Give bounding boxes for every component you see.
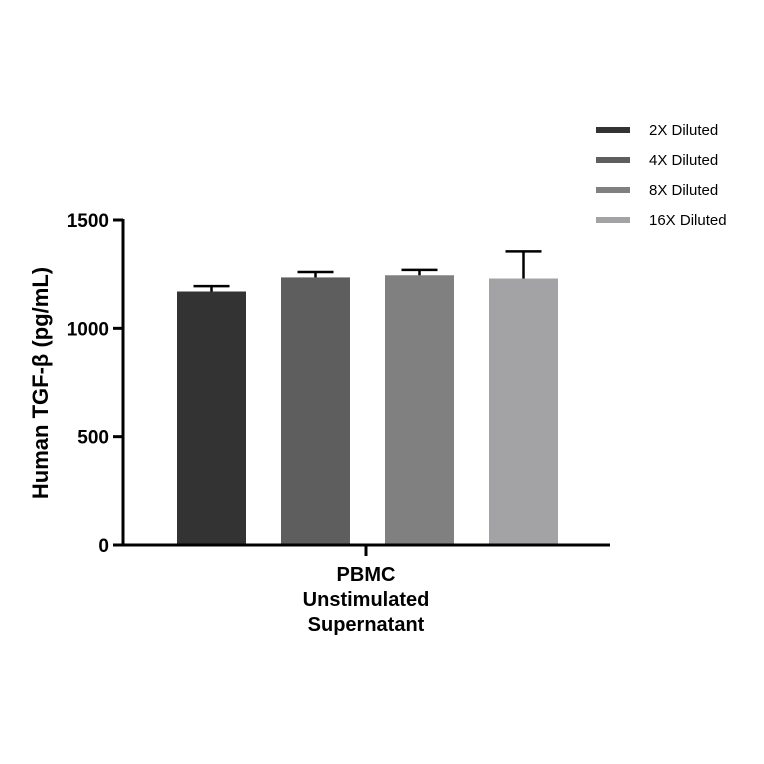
y-tick-label: 1500 <box>67 211 109 232</box>
legend-swatch <box>596 127 630 133</box>
y-axis-title: Human TGF-β (pg/mL) <box>28 267 53 499</box>
y-tick-label: 1000 <box>67 319 109 340</box>
y-tick-label: 0 <box>98 536 109 557</box>
axes-group <box>113 218 610 556</box>
bar-4x-diluted <box>281 277 350 545</box>
legend-label: 8X Diluted <box>649 182 718 199</box>
bar-8x-diluted <box>385 275 454 545</box>
legend-label: 16X Diluted <box>649 212 727 229</box>
legend-swatch <box>596 217 630 223</box>
labels-group: 0 500 1000 1500 PBMC Unstimulated Supernatant H… <box>28 211 429 636</box>
legend-label: 2X Diluted <box>649 122 718 139</box>
error-bars-group <box>193 250 542 292</box>
legend-label: 4X Diluted <box>649 152 718 169</box>
bar-2x-diluted <box>177 291 246 545</box>
legend-swatch <box>596 187 630 193</box>
bar-16x-diluted <box>489 278 558 545</box>
legend: 2X Diluted 4X Diluted 8X Diluted 16X Dilute… <box>596 122 727 229</box>
legend-swatch <box>596 157 630 163</box>
bars-group <box>177 275 558 545</box>
y-tick-label: 500 <box>77 428 109 449</box>
x-category-label: PBMC Unstimulated Supernatant <box>303 564 430 636</box>
